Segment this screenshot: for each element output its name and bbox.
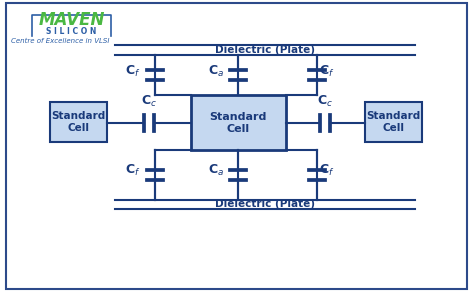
- Text: C$_f$: C$_f$: [126, 163, 141, 178]
- Text: Standard
Cell: Standard Cell: [367, 112, 421, 133]
- Text: C$_c$: C$_c$: [318, 94, 333, 109]
- Text: C$_f$: C$_f$: [126, 64, 141, 79]
- Text: Centre of Excellence in VLSI: Centre of Excellence in VLSI: [11, 38, 110, 44]
- FancyBboxPatch shape: [50, 102, 107, 142]
- Text: Standard
Cell: Standard Cell: [209, 112, 267, 133]
- FancyBboxPatch shape: [365, 102, 423, 142]
- Text: Standard
Cell: Standard Cell: [52, 112, 106, 133]
- Text: C$_a$: C$_a$: [208, 64, 224, 79]
- Text: C$_c$: C$_c$: [141, 94, 157, 109]
- Text: C$_f$: C$_f$: [319, 64, 335, 79]
- Text: S I L I C O N: S I L I C O N: [46, 27, 97, 36]
- Text: MAVEN: MAVEN: [38, 11, 105, 29]
- Text: Dielectric (Plate): Dielectric (Plate): [215, 199, 315, 209]
- FancyBboxPatch shape: [190, 95, 286, 150]
- Text: Dielectric (Plate): Dielectric (Plate): [215, 45, 315, 55]
- Text: C$_a$: C$_a$: [208, 163, 224, 178]
- Text: C$_f$: C$_f$: [319, 163, 335, 178]
